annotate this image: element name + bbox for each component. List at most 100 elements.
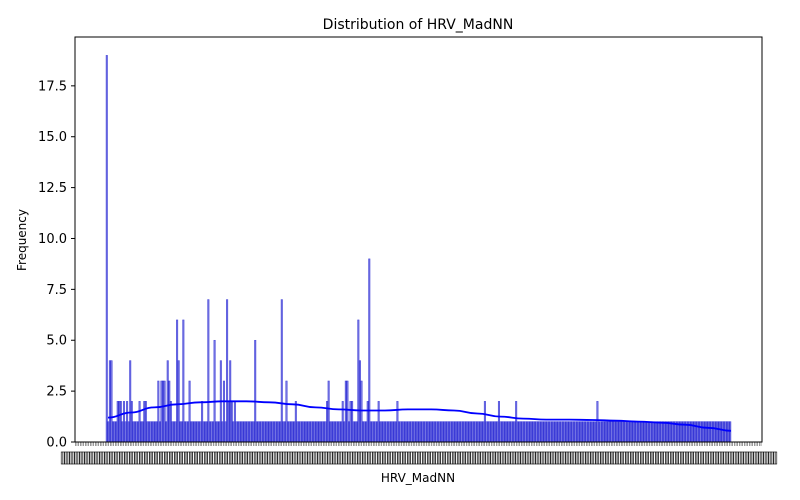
x-tick-label: [184, 451, 187, 465]
x-tick-label: [338, 451, 342, 465]
x-tick-label: [228, 451, 232, 465]
x-tick-label: [348, 451, 352, 465]
y-axis: 0.0 2.5 5.0 7.5 10.0 12.5 15.0 17.5: [38, 79, 75, 451]
x-tick-label: [558, 451, 561, 465]
x-tick-label: [553, 451, 556, 465]
x-tick-label: [660, 451, 663, 465]
x-tick-label: [771, 451, 774, 465]
x-tick-label: [538, 451, 541, 465]
x-tick-label: [703, 451, 706, 465]
x-tick-label: [224, 451, 227, 465]
x-tick-label: [743, 451, 746, 465]
x-tick-label: [392, 451, 395, 465]
x-tick-label: [731, 451, 734, 465]
x-tick-label: [252, 451, 255, 465]
x-tick-label: [646, 451, 649, 465]
x-tick-label: [237, 451, 240, 465]
x-tick-label: [225, 451, 228, 465]
x-tick-label: [152, 451, 155, 465]
x-tick-label: [420, 451, 423, 465]
x-tick-label: [69, 451, 72, 465]
y-tick-label: 7.5: [46, 283, 67, 298]
x-tick-label: [122, 451, 125, 465]
x-tick-label: [227, 451, 230, 465]
x-tick-label: [741, 451, 744, 465]
x-tick-label: [666, 451, 669, 465]
x-tick-label: [307, 451, 310, 465]
x-tick-label: [410, 451, 413, 465]
x-tick-label: [147, 451, 150, 465]
x-tick-label: [308, 451, 312, 465]
x-tick-label: [342, 451, 345, 465]
x-tick-label: [337, 451, 340, 465]
x-tick-label: [167, 451, 170, 465]
x-tick-label: [67, 451, 70, 465]
x-tick-label: [104, 451, 107, 465]
x-tick-label: [575, 451, 578, 465]
x-tick-label: [355, 451, 358, 465]
x-tick-label: [283, 451, 287, 465]
x-tick-label: [686, 451, 689, 465]
x-tick-label: [452, 451, 455, 465]
x-tick-label: [277, 451, 280, 465]
x-tick-label: [270, 451, 273, 465]
x-tick-label: [182, 451, 185, 465]
x-tick-label: [280, 451, 283, 465]
x-tick-label: [716, 451, 719, 465]
x-tick-label: [327, 451, 330, 465]
histogram-bar: [729, 421, 732, 443]
x-tick-label: [273, 451, 277, 465]
x-tick-label: [605, 451, 608, 465]
x-tick-label: [332, 451, 335, 465]
x-tick-label: [736, 451, 739, 465]
x-tick-label: [445, 451, 448, 465]
x-tick-label: [442, 451, 445, 465]
x-tick-label: [685, 451, 688, 465]
x-tick-label: [272, 451, 275, 465]
x-tick-label: [160, 451, 163, 465]
x-tick-label: [655, 451, 658, 465]
x-tick-label: [233, 451, 237, 465]
x-tick-label: [693, 451, 696, 465]
x-tick-label: [210, 451, 213, 465]
x-tick-label: [490, 451, 493, 465]
x-tick-label: [114, 451, 117, 465]
x-tick-label: [90, 451, 94, 465]
x-tick-label: [516, 451, 520, 465]
x-tick-label: [751, 451, 754, 465]
x-tick-label: [357, 451, 360, 465]
x-tick-label: [596, 451, 600, 465]
x-tick-label: [214, 451, 217, 465]
x-tick-label: [217, 451, 220, 465]
x-tick-label: [335, 451, 338, 465]
x-tick-label: [278, 451, 282, 465]
x-tick-label: [192, 451, 195, 465]
x-tick-label: [505, 451, 508, 465]
x-tick-label: [207, 451, 210, 465]
x-tick-label: [60, 451, 64, 465]
x-tick-label: [645, 451, 648, 465]
x-tick-label: [528, 451, 531, 465]
x-tick-label: [586, 451, 590, 465]
y-tick-label: 15.0: [38, 130, 67, 145]
histogram-bar: [105, 55, 108, 443]
x-tick-label: [285, 451, 288, 465]
x-tick-label: [536, 451, 540, 465]
x-tick-label: [635, 451, 638, 465]
x-tick-label: [437, 451, 440, 465]
x-tick-label: [661, 451, 664, 465]
x-tick-label: [80, 451, 84, 465]
x-tick-label: [258, 451, 262, 465]
x-tick-label: [565, 451, 568, 465]
x-tick-label: [79, 451, 82, 465]
x-tick-label: [533, 451, 536, 465]
x-tick-label: [761, 451, 764, 465]
x-tick-label: [473, 451, 476, 465]
x-tick-label: [598, 451, 601, 465]
x-tick-label: [700, 451, 703, 465]
x-tick-label: [630, 451, 633, 465]
x-tick-label: [187, 451, 190, 465]
x-tick-label: [521, 451, 525, 465]
x-tick-label: [541, 451, 545, 465]
x-tick-label: [248, 451, 252, 465]
